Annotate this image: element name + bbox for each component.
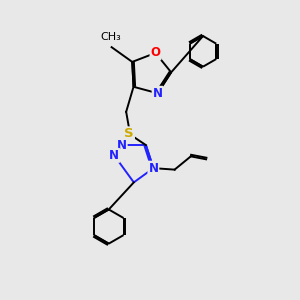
- Text: N: N: [109, 149, 119, 162]
- Text: N: N: [153, 87, 163, 100]
- Text: S: S: [124, 128, 134, 140]
- Text: CH₃: CH₃: [100, 32, 122, 42]
- Text: N: N: [117, 139, 127, 152]
- Text: N: N: [148, 162, 158, 175]
- Text: O: O: [151, 46, 160, 59]
